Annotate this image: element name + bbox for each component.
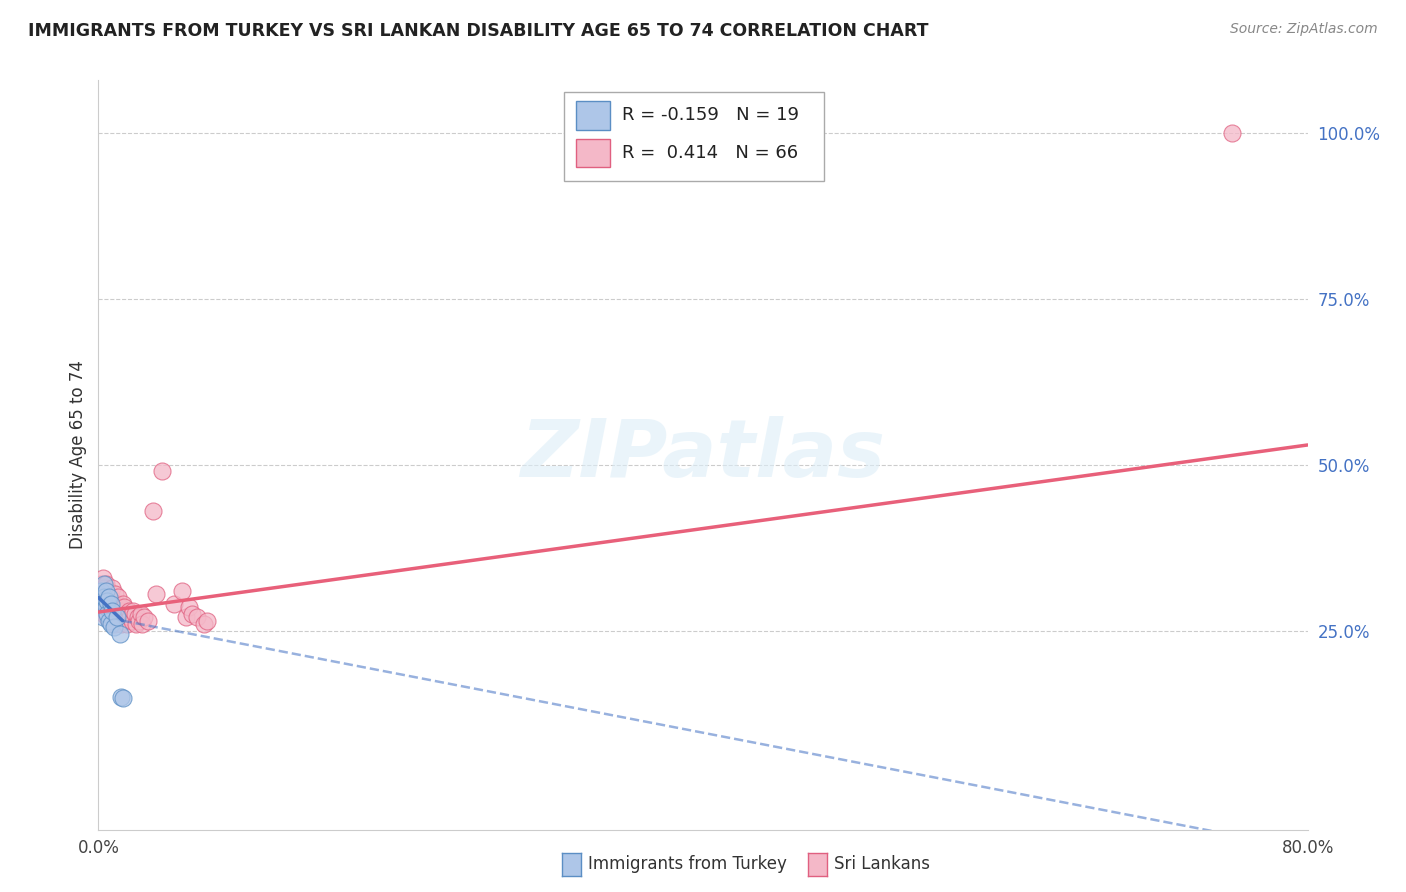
- Point: [96, 610, 118, 624]
- Text: Immigrants from Turkey: Immigrants from Turkey: [588, 855, 786, 873]
- Point: [90, 583, 112, 598]
- Point: [181, 607, 204, 621]
- Point: [98, 600, 121, 615]
- Point: [112, 614, 135, 628]
- Point: [103, 617, 125, 632]
- Point: [128, 614, 150, 628]
- Point: [145, 587, 167, 601]
- Point: [110, 617, 132, 632]
- Point: [100, 597, 122, 611]
- Point: [105, 597, 128, 611]
- Point: [98, 591, 121, 605]
- Point: [124, 607, 146, 621]
- Point: [96, 597, 118, 611]
- Point: [90, 594, 112, 608]
- Point: [131, 617, 153, 632]
- Point: [98, 583, 121, 598]
- Point: [101, 581, 124, 595]
- Point: [101, 597, 124, 611]
- Point: [125, 617, 148, 632]
- Point: [1220, 126, 1243, 140]
- Point: [105, 610, 128, 624]
- Point: [111, 691, 134, 706]
- Point: [94, 604, 117, 618]
- Point: [193, 617, 215, 632]
- Point: [103, 620, 125, 634]
- Point: [93, 591, 115, 605]
- Bar: [576, 139, 610, 167]
- Point: [93, 594, 115, 608]
- Point: [101, 607, 124, 621]
- Point: [90, 577, 112, 591]
- Point: [93, 577, 115, 591]
- Point: [100, 610, 122, 624]
- Y-axis label: Disability Age 65 to 74: Disability Age 65 to 74: [69, 360, 87, 549]
- Point: [120, 610, 142, 624]
- Point: [100, 617, 122, 632]
- Point: [96, 594, 118, 608]
- Point: [94, 600, 117, 615]
- FancyBboxPatch shape: [564, 92, 824, 181]
- Point: [111, 610, 134, 624]
- Point: [107, 591, 129, 605]
- Point: [108, 600, 131, 615]
- Point: [118, 604, 141, 618]
- Point: [127, 610, 149, 624]
- Point: [104, 604, 127, 618]
- Point: [91, 583, 114, 598]
- Point: [121, 614, 143, 628]
- Point: [105, 610, 128, 624]
- Point: [186, 610, 208, 624]
- Point: [100, 604, 122, 618]
- Point: [91, 571, 114, 585]
- Point: [94, 591, 117, 605]
- Text: ZIPatlas: ZIPatlas: [520, 416, 886, 494]
- Point: [93, 581, 115, 595]
- Point: [91, 610, 114, 624]
- Point: [179, 600, 201, 615]
- Text: IMMIGRANTS FROM TURKEY VS SRI LANKAN DISABILITY AGE 65 TO 74 CORRELATION CHART: IMMIGRANTS FROM TURKEY VS SRI LANKAN DIS…: [28, 22, 928, 40]
- Point: [93, 607, 115, 621]
- Point: [115, 617, 138, 632]
- Point: [174, 610, 197, 624]
- Text: R =  0.414   N = 66: R = 0.414 N = 66: [621, 144, 799, 162]
- Point: [111, 597, 134, 611]
- Point: [96, 607, 118, 621]
- Point: [110, 604, 132, 618]
- Point: [142, 504, 165, 518]
- Point: [101, 604, 124, 618]
- Text: Source: ZipAtlas.com: Source: ZipAtlas.com: [1230, 22, 1378, 37]
- Point: [91, 600, 114, 615]
- Point: [108, 627, 131, 641]
- Point: [136, 614, 159, 628]
- Point: [100, 591, 122, 605]
- Point: [132, 610, 155, 624]
- Point: [122, 604, 145, 618]
- Point: [103, 594, 125, 608]
- Point: [94, 577, 117, 591]
- Point: [150, 465, 173, 479]
- Point: [163, 597, 186, 611]
- Point: [195, 614, 218, 628]
- Point: [112, 600, 135, 615]
- Point: [129, 607, 152, 621]
- Text: R = -0.159   N = 19: R = -0.159 N = 19: [621, 106, 799, 125]
- Point: [103, 600, 125, 615]
- Point: [98, 594, 121, 608]
- Point: [114, 607, 136, 621]
- Point: [104, 587, 127, 601]
- Point: [96, 587, 118, 601]
- Text: Sri Lankans: Sri Lankans: [834, 855, 929, 873]
- Bar: [576, 102, 610, 129]
- Point: [98, 614, 121, 628]
- Point: [91, 594, 114, 608]
- Point: [110, 690, 132, 704]
- Point: [108, 614, 131, 628]
- Point: [170, 583, 193, 598]
- Point: [94, 583, 117, 598]
- Point: [107, 607, 129, 621]
